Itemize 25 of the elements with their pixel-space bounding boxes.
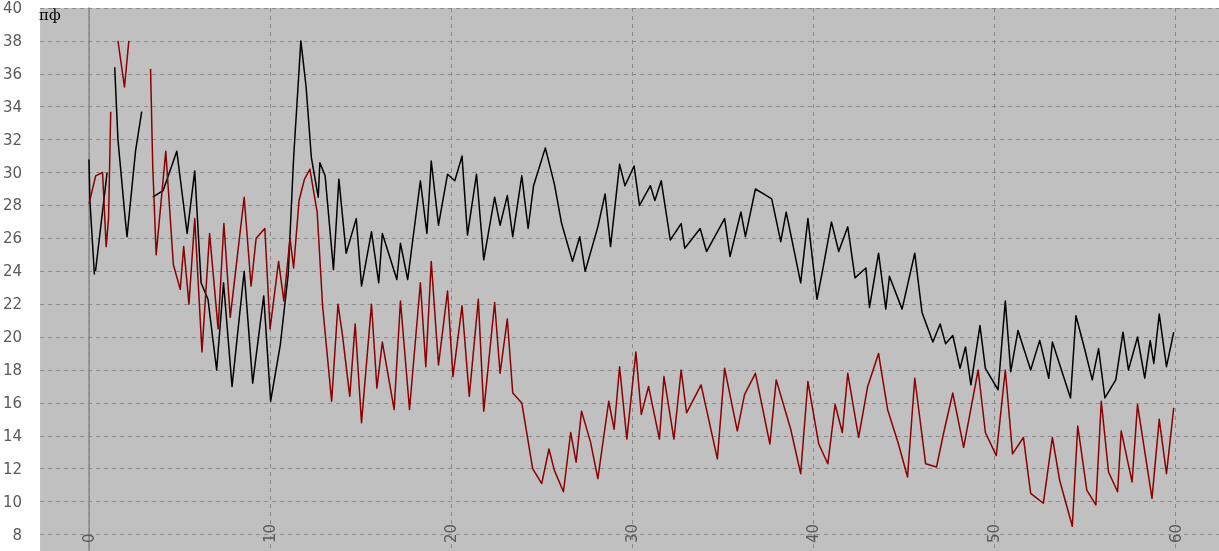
y-tick-label: 22 [2, 295, 23, 314]
y-tick-label: 28 [2, 196, 23, 215]
y-tick-label: 38 [2, 31, 23, 50]
x-tick-label: 20 [442, 523, 461, 543]
x-tick-label: 40 [804, 523, 823, 543]
y-axis-title: пф [38, 5, 61, 24]
y-tick-label: 32 [2, 130, 23, 149]
x-tick-label: 60 [1166, 523, 1185, 543]
x-tick-label: 0 [79, 533, 98, 543]
y-tick-label: 34 [2, 97, 23, 116]
y-tick-label: 12 [2, 459, 23, 478]
y-tick-label: 10 [2, 492, 23, 511]
y-tick-label: 16 [2, 393, 23, 412]
y-tick-label: 18 [2, 361, 23, 379]
y-tick-label: 20 [2, 328, 23, 347]
x-tick-label: 50 [985, 523, 1004, 543]
y-tick-label: 14 [2, 426, 23, 445]
y-tick-label: 24 [2, 262, 23, 281]
y-tick-label: 36 [2, 64, 23, 83]
y-tick-label: 30 [2, 163, 23, 182]
y-tick-label: 26 [2, 229, 23, 248]
y-tick-label: 8 [12, 525, 23, 544]
x-tick-label: 30 [623, 523, 642, 543]
x-tick-label: 10 [261, 523, 280, 543]
y-tick-label: 40 [2, 0, 23, 17]
